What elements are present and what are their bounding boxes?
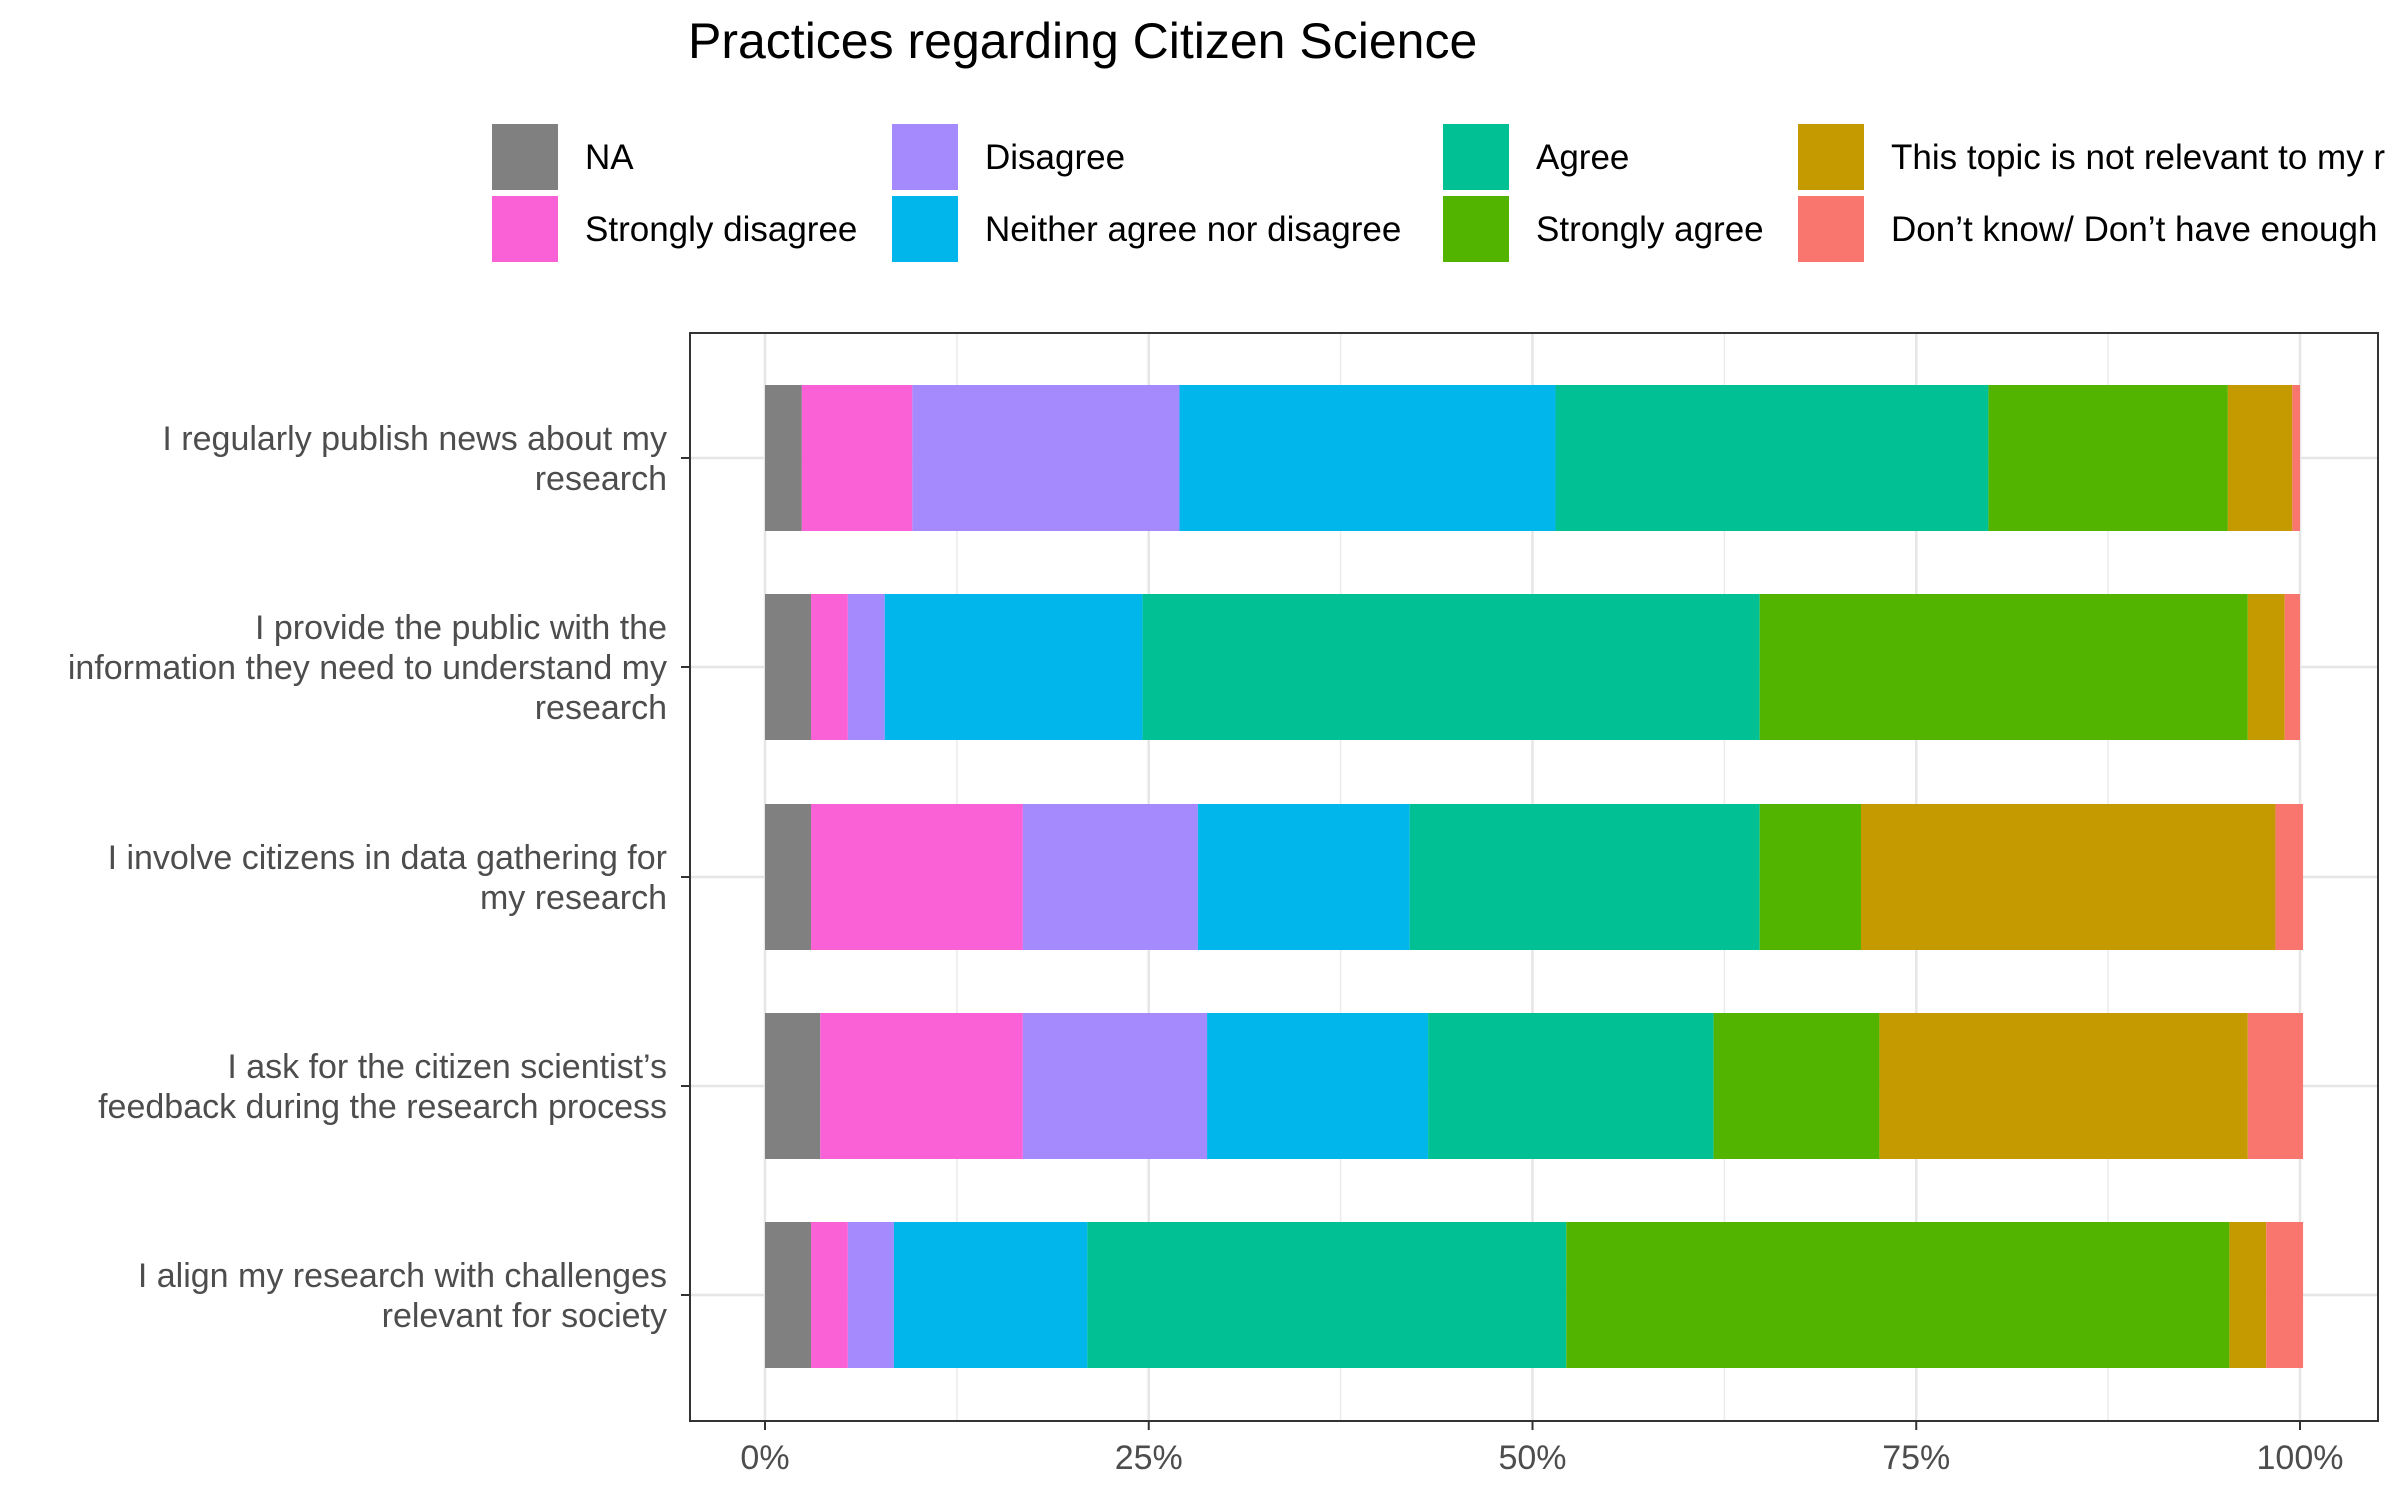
bar-segment	[2227, 385, 2293, 531]
bar-segment	[2275, 804, 2304, 950]
bar-segment	[765, 1222, 812, 1368]
category-label: I involve citizens in data gathering for…	[108, 839, 667, 917]
legend-label: Disagree	[985, 138, 1125, 177]
bar-segment	[2292, 385, 2300, 531]
bar-segment	[1179, 385, 1556, 531]
x-axis: 0% 25% 50% 75% 100%	[740, 1421, 2343, 1477]
bar-segment	[2284, 594, 2300, 740]
bar-segment	[1207, 1013, 1429, 1159]
bar-segment	[1022, 804, 1198, 950]
bar-segment	[765, 804, 812, 950]
legend-swatch	[492, 124, 558, 190]
bar-segment	[1713, 1013, 1880, 1159]
bar-row	[765, 804, 2304, 950]
category-label: I regularly publish news about my researc…	[162, 420, 667, 498]
legend-swatch	[1443, 196, 1509, 262]
bar-segment	[912, 385, 1180, 531]
bar-segment	[1759, 804, 1861, 950]
bar-segment	[811, 1222, 848, 1368]
bar-segment	[1860, 804, 2276, 950]
bar-segment	[2229, 1222, 2267, 1368]
category-label-line: I align my research with challenges	[138, 1257, 667, 1295]
bar-segment	[1142, 594, 1760, 740]
bar-segment	[1759, 594, 2248, 740]
bar-segment	[2247, 594, 2285, 740]
legend-item: Strongly agree	[1443, 196, 1764, 262]
bar-segment	[847, 594, 885, 740]
legend-label: NA	[585, 138, 634, 177]
bar-segment	[1428, 1013, 1714, 1159]
bar-segment	[811, 804, 1023, 950]
legend-item: NA	[492, 124, 634, 190]
x-tick-label: 50%	[1498, 1439, 1566, 1477]
category-label: I align my research with challenges relev…	[138, 1257, 667, 1335]
legend-item: Disagree	[892, 124, 1125, 190]
legend-label: Strongly disagree	[585, 210, 857, 249]
bar-segment	[847, 1222, 894, 1368]
x-tick-label: 0%	[740, 1439, 789, 1477]
bars	[765, 385, 2304, 1368]
x-tick-label: 75%	[1882, 1439, 1950, 1477]
legend-item: Neither agree nor disagree	[892, 196, 1401, 262]
x-tick-label: 25%	[1115, 1439, 1183, 1477]
category-label-line: I ask for the citizen scientist’s	[227, 1048, 667, 1086]
chart-title: Practices regarding Citizen Science	[688, 13, 1477, 69]
legend-item: Agree	[1443, 124, 1629, 190]
category-label-line: research	[535, 460, 667, 498]
x-tick-label: 100%	[2257, 1439, 2344, 1477]
category-label-line: relevant for society	[382, 1297, 667, 1335]
bar-row	[765, 1013, 2304, 1159]
legend-swatch	[892, 196, 958, 262]
category-label-line: research	[535, 689, 667, 727]
legend-swatch	[1443, 124, 1509, 190]
category-label-line: my research	[480, 879, 667, 917]
legend-item: Don’t know/ Don’t have enough	[1798, 196, 2377, 262]
legend-item: This topic is not relevant to my r	[1798, 124, 2385, 190]
bar-segment	[765, 594, 812, 740]
legend-label: Neither agree nor disagree	[985, 210, 1401, 249]
bar-segment	[801, 385, 913, 531]
legend-label: Agree	[1536, 138, 1629, 177]
bar-segment	[2266, 1222, 2304, 1368]
bar-segment	[811, 594, 848, 740]
bar-row	[765, 385, 2300, 531]
category-label: I ask for the citizen scientist’s feedbac…	[98, 1048, 667, 1126]
bar-segment	[820, 1013, 1023, 1159]
legend-label: This topic is not relevant to my r	[1891, 138, 2385, 177]
legend: NA Strongly disagree Disagree Neither agree…	[492, 124, 2385, 262]
legend-swatch	[492, 196, 558, 262]
bar-row	[765, 594, 2300, 740]
bar-segment	[1087, 1222, 1567, 1368]
bar-segment	[884, 594, 1143, 740]
legend-swatch	[1798, 124, 1864, 190]
legend-swatch	[1798, 196, 1864, 262]
bar-segment	[1566, 1222, 2230, 1368]
category-label-line: information they need to understand my	[68, 649, 667, 687]
legend-label: Don’t know/ Don’t have enough	[1891, 210, 2377, 249]
bar-segment	[765, 1013, 821, 1159]
plot-panel-border	[689, 332, 2379, 1422]
bar-segment	[1022, 1013, 1208, 1159]
bar-segment	[1197, 804, 1410, 950]
legend-item: Strongly disagree	[492, 196, 857, 262]
bar-segment	[1879, 1013, 2248, 1159]
legend-label: Strongly agree	[1536, 210, 1764, 249]
bar-segment	[765, 385, 802, 531]
bar-segment	[1555, 385, 1989, 531]
category-label: I provide the public with the information…	[68, 609, 667, 727]
y-axis-labels: I regularly publish news about my researc…	[68, 420, 690, 1335]
bar-segment	[2247, 1013, 2304, 1159]
category-label-line: I involve citizens in data gathering for	[108, 839, 667, 877]
category-label-line: feedback during the research process	[98, 1088, 667, 1126]
category-label-line: I regularly publish news about my	[162, 420, 667, 458]
category-label-line: I provide the public with the	[255, 609, 667, 647]
bar-segment	[1409, 804, 1760, 950]
bar-row	[765, 1222, 2304, 1368]
legend-swatch	[892, 124, 958, 190]
bar-segment	[893, 1222, 1088, 1368]
bar-segment	[1988, 385, 2228, 531]
